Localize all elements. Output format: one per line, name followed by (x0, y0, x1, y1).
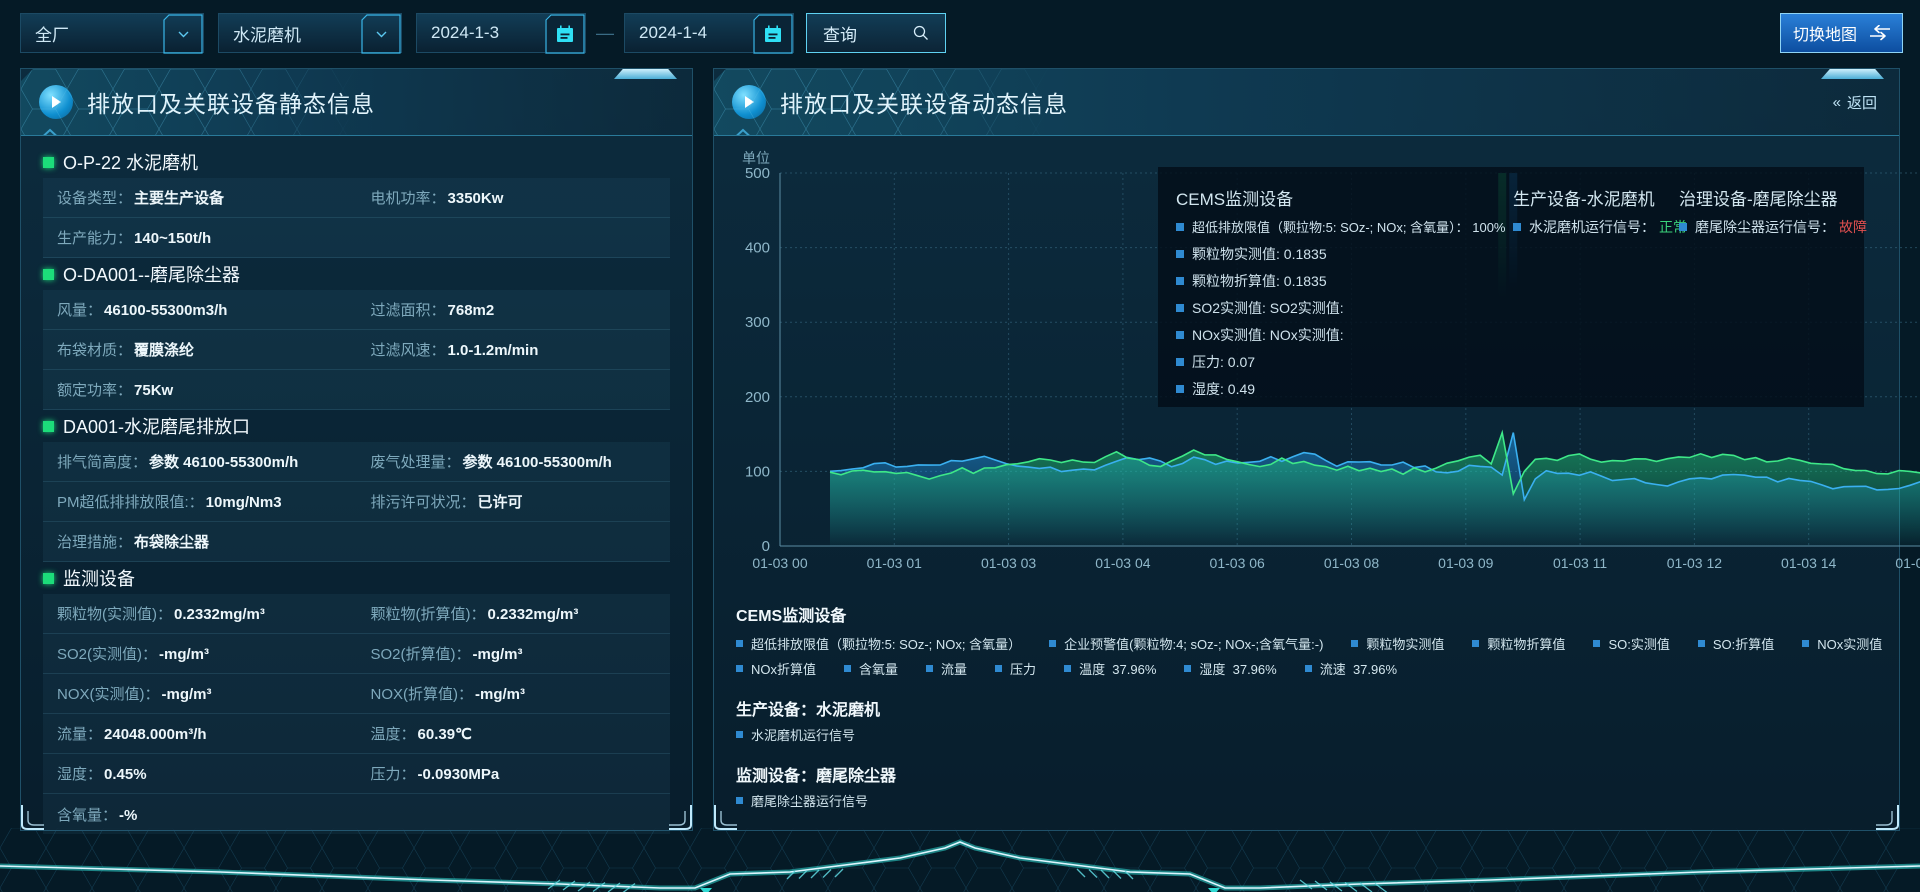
svg-text:300: 300 (745, 314, 770, 331)
svg-text:01-03 14: 01-03 14 (1781, 555, 1836, 571)
svg-text:400: 400 (745, 240, 770, 257)
svg-text:01-03 08: 01-03 08 (1324, 555, 1379, 571)
svg-text:01-03 04: 01-03 04 (1095, 555, 1150, 571)
svg-text:01-03 01: 01-03 01 (867, 555, 922, 571)
svg-text:200: 200 (745, 389, 770, 406)
svg-text:01-03 03: 01-03 03 (981, 555, 1036, 571)
svg-text:01-03 12: 01-03 12 (1667, 555, 1722, 571)
svg-text:01-03 00: 01-03 00 (752, 555, 807, 571)
svg-text:01-03 11: 01-03 11 (1553, 555, 1607, 571)
svg-text:01-03 16: 01-03 16 (1895, 555, 1920, 571)
svg-text:01-03 06: 01-03 06 (1210, 555, 1265, 571)
svg-text:0: 0 (762, 538, 770, 555)
svg-text:100: 100 (745, 463, 770, 480)
svg-text:01-03 09: 01-03 09 (1438, 555, 1493, 571)
